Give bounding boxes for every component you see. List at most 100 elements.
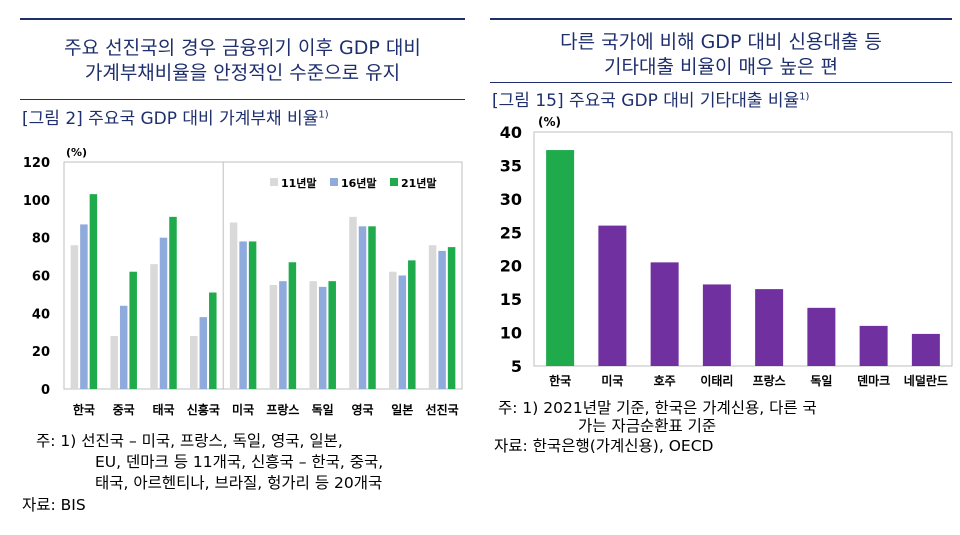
x-tick-label: 독일 — [810, 374, 832, 388]
bar — [70, 245, 79, 389]
y-unit-label: (%) — [66, 146, 87, 159]
bar — [119, 305, 128, 389]
bar — [650, 262, 679, 366]
legend-label: 16년말 — [341, 176, 377, 190]
bar — [328, 281, 336, 389]
x-tick-label: 한국 — [73, 402, 95, 417]
left-panel: 주요 선진국의 경우 금융위기 이후 GDP 대비 가계부채비율을 안정적인 수… — [0, 0, 470, 535]
left-note-2: EU, 덴마크 등 11개국, 신흥국 – 한국, 중국, — [95, 453, 384, 471]
right-figure-title-sup: 1) — [799, 91, 810, 103]
x-tick-label: 일본 — [391, 403, 413, 417]
legend-swatch — [390, 178, 398, 186]
x-tick-label: 이태리 — [700, 373, 733, 388]
x-tick-label: 독일 — [312, 403, 334, 417]
household-debt-chart: 0 20 40 60 80 100 120 (%) 한국 중국 태국 신흥국 미국 프랑스 독일 영국 일본 선진… — [23, 146, 463, 417]
bar — [702, 284, 731, 366]
y-tick-label: 15 — [500, 290, 522, 309]
x-tick-label: 미국 — [232, 402, 254, 417]
right-source: 자료: 한국은행(가계신용), OECD — [494, 437, 714, 455]
left-note-1: 주: 1) 선진국 – 미국, 프랑스, 독일, 영국, 일본, — [36, 432, 343, 450]
bar — [438, 250, 446, 389]
bar — [318, 286, 327, 389]
y-tick-label: 20 — [500, 257, 522, 276]
bar — [349, 216, 357, 389]
bar — [755, 289, 784, 366]
bar — [80, 224, 88, 389]
bar — [279, 281, 287, 389]
bar — [169, 216, 177, 389]
bar — [269, 284, 278, 389]
bar — [288, 262, 297, 389]
left-headline-line-1: 주요 선진국의 경우 금융위기 이후 GDP 대비 — [64, 37, 421, 59]
y-unit-label: (%) — [538, 115, 561, 129]
left-figure-title: [그림 2] 주요국 GDP 대비 가계부채 비율1) — [22, 104, 329, 129]
right-figure-title: [그림 15] 주요국 GDP 대비 기타대출 비율1) — [492, 86, 809, 111]
y-tick-label: 25 — [500, 223, 522, 242]
right-headline-line-2: 기타대출 비율이 매우 높은 편 — [604, 56, 838, 78]
bar — [248, 241, 257, 389]
left-note-3: 태국, 아르헨티나, 브라질, 헝가리 등 20개국 — [95, 474, 383, 492]
left-headline: 주요 선진국의 경우 금융위기 이후 GDP 대비 가계부채비율을 안정적인 수… — [20, 36, 465, 86]
x-tick-label: 프랑스 — [753, 374, 786, 388]
bar — [398, 275, 407, 389]
right-top-rule — [490, 18, 952, 20]
bar — [199, 317, 208, 389]
y-tick-label: 5 — [511, 357, 522, 376]
x-tick-label: 미국 — [601, 373, 623, 388]
bar — [129, 271, 137, 389]
y-tick-label: 0 — [41, 383, 50, 398]
legend-swatch — [330, 178, 338, 186]
y-tick-label: 30 — [500, 190, 522, 209]
other-loans-chart: 5 10 15 20 25 30 35 40 (%) 한국 미국 호주 이태리 프랑스 독일 덴마크 네덜란드 — [500, 115, 953, 388]
x-tick-label: 신흥국 — [187, 402, 220, 417]
legend-label: 11년말 — [281, 176, 317, 190]
x-tick-label: 프랑스 — [266, 403, 299, 417]
x-tick-label: 덴마크 — [857, 373, 890, 388]
right-note-2: 가는 자금순환표 기준 — [578, 417, 717, 435]
bar — [159, 237, 168, 389]
bar — [358, 226, 367, 389]
right-panel: 다른 국가에 비해 GDP 대비 신용대출 등 기타대출 비율이 매우 높은 편… — [482, 0, 960, 535]
bar — [598, 225, 627, 366]
bar — [209, 292, 217, 389]
bar — [408, 260, 416, 389]
plot-frame — [63, 161, 463, 390]
x-tick-label: 선진국 — [426, 402, 459, 417]
y-tick-label: 120 — [23, 156, 50, 171]
y-tick-label: 40 — [32, 307, 50, 322]
x-tick-label: 한국 — [549, 373, 571, 388]
bar — [859, 325, 888, 366]
bar — [546, 150, 575, 366]
bar — [110, 336, 118, 389]
bar — [911, 333, 940, 366]
y-tick-label: 40 — [500, 123, 522, 142]
y-tick-label: 10 — [500, 324, 522, 343]
legend-label: 21년말 — [401, 176, 437, 190]
x-tick-label: 호주 — [654, 374, 676, 388]
bar — [190, 336, 198, 389]
left-title-rule — [20, 99, 465, 100]
left-figure-title-sup: 1) — [318, 109, 329, 121]
bar — [239, 241, 247, 389]
left-top-rule — [20, 18, 465, 20]
bar — [150, 264, 158, 389]
bar — [309, 281, 317, 389]
bar — [428, 245, 437, 389]
legend-swatch — [270, 178, 278, 186]
left-figure-title-text: [그림 2] 주요국 GDP 대비 가계부채 비율 — [22, 109, 319, 129]
y-tick-label: 100 — [23, 194, 50, 209]
right-headline: 다른 국가에 비해 GDP 대비 신용대출 등 기타대출 비율이 매우 높은 편 — [490, 30, 952, 80]
bar — [807, 307, 836, 366]
y-tick-label: 20 — [32, 345, 50, 360]
x-tick-label: 태국 — [152, 402, 174, 417]
x-tick-label: 영국 — [351, 402, 373, 417]
plot-frame — [533, 131, 953, 367]
y-tick-label: 60 — [32, 270, 50, 285]
bar — [447, 247, 456, 389]
right-note-1: 주: 1) 2021년말 기준, 한국은 가계신용, 다른 국 — [498, 399, 817, 417]
bar — [89, 194, 98, 389]
left-source: 자료: BIS — [22, 496, 86, 514]
bar — [229, 222, 238, 389]
bar — [389, 271, 397, 389]
right-title-rule — [490, 82, 952, 83]
